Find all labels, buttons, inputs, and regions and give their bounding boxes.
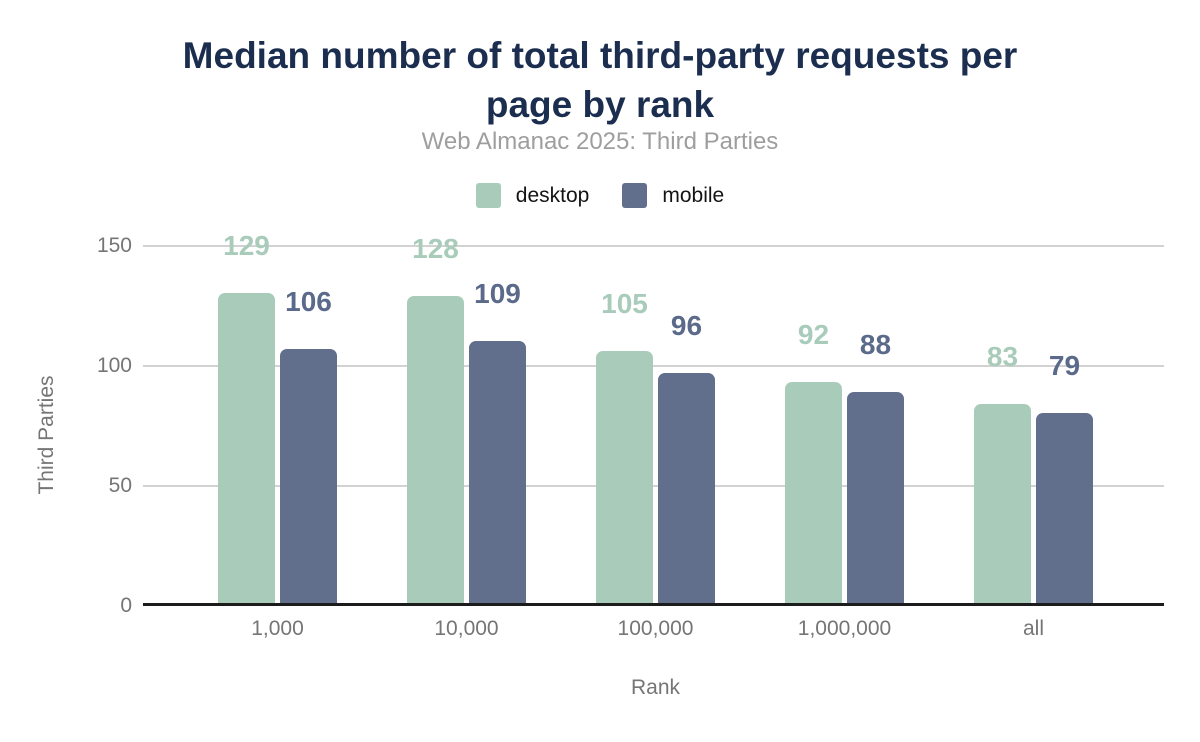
y-tick-label-50: 50: [108, 474, 132, 497]
bar-slot-desktop-1,000,000: 92: [785, 319, 842, 603]
bar-value-label-mobile-10,000: 109: [474, 278, 521, 310]
y-axis-title: Third Parties: [35, 375, 58, 495]
legend: desktop mobile: [0, 183, 1200, 208]
bar-value-label-desktop-all: 83: [986, 340, 1019, 372]
bar-desktop-1,000: [218, 293, 275, 603]
bar-slot-mobile-100,000: 96: [658, 310, 715, 603]
bar-slot-mobile-1,000: 106: [280, 286, 337, 603]
bar-value-label-mobile-1,000,000: 88: [859, 328, 892, 360]
bar-value-label-desktop-100,000: 105: [601, 288, 648, 319]
bar-group-100,000: 105 96: [561, 226, 750, 603]
legend-label-mobile: mobile: [662, 183, 725, 207]
bar-slot-mobile-all: 79: [1036, 350, 1093, 603]
bar-value-label-desktop-10,000: 128: [412, 232, 459, 264]
bar-slot-desktop-10,000: 128: [407, 233, 464, 603]
bar-slot-mobile-10,000: 109: [469, 278, 526, 603]
bars-layer: 129 106 128 109 105 96 92 88 83 79: [183, 226, 1128, 603]
x-tick-label-1,000,000: 1,000,000: [797, 617, 892, 640]
bar-value-label-mobile-all: 79: [1048, 350, 1081, 382]
gridline-100: [143, 365, 1164, 367]
x-axis-title: Rank: [630, 676, 681, 699]
bar-group-1,000: 129 106: [183, 226, 372, 603]
legend-item-desktop: desktop: [475, 183, 590, 208]
legend-item-mobile: mobile: [622, 183, 724, 208]
bar-mobile-all: [1036, 413, 1093, 603]
chart-title: Median number of total third-party reque…: [0, 31, 1200, 129]
legend-swatch-mobile: [622, 183, 648, 208]
x-tick-label-1,000: 1,000: [251, 617, 304, 640]
bar-mobile-100,000: [658, 372, 715, 603]
bar-desktop-all: [974, 403, 1031, 603]
bar-value-label-mobile-1,000: 106: [285, 285, 332, 317]
bar-value-label-mobile-100,000: 96: [670, 309, 703, 341]
bar-desktop-1,000,000: [785, 382, 842, 603]
bar-slot-mobile-1,000,000: 88: [847, 329, 904, 603]
chart-title-line-1: Median number of total third-party reque…: [182, 35, 1018, 76]
bar-slot-desktop-1,000: 129: [218, 230, 275, 603]
bar-group-1,000,000: 92 88: [750, 226, 939, 603]
chart-title-line-2: page by rank: [485, 84, 715, 125]
bar-mobile-10,000: [469, 341, 526, 603]
bar-group-all: 83 79: [939, 226, 1128, 603]
bar-desktop-100,000: [596, 351, 653, 603]
bar-value-label-desktop-1,000: 129: [223, 230, 270, 262]
chart-subtitle: Web Almanac 2025: Third Parties: [421, 128, 779, 155]
x-tick-row: 1,000 10,000 100,000 1,000,000 all: [183, 617, 1128, 641]
legend-swatch-desktop: [475, 183, 501, 208]
bar-mobile-1,000: [280, 348, 337, 603]
bar-mobile-1,000,000: [847, 391, 904, 603]
x-tick-label-all: all: [1022, 617, 1044, 640]
y-tick-label-150: 150: [96, 234, 132, 257]
y-tick-label-100: 100: [96, 354, 132, 377]
bar-slot-desktop-all: 83: [974, 341, 1031, 603]
legend-label-desktop: desktop: [515, 183, 590, 207]
y-tick-label-0: 0: [120, 594, 132, 617]
plot-area: 129 106 128 109 105 96 92 88 83 79 0 50 100 150: [97, 226, 1164, 617]
bar-slot-desktop-100,000: 105: [596, 288, 653, 603]
x-tick-label-100,000: 100,000: [617, 617, 694, 640]
bar-desktop-10,000: [407, 295, 464, 603]
gridline-150: [143, 245, 1164, 247]
x-tick-label-10,000: 10,000: [434, 617, 499, 640]
bar-value-label-desktop-1,000,000: 92: [797, 319, 830, 351]
gridline-50: [143, 485, 1164, 487]
bar-group-10,000: 128 109: [372, 226, 561, 603]
